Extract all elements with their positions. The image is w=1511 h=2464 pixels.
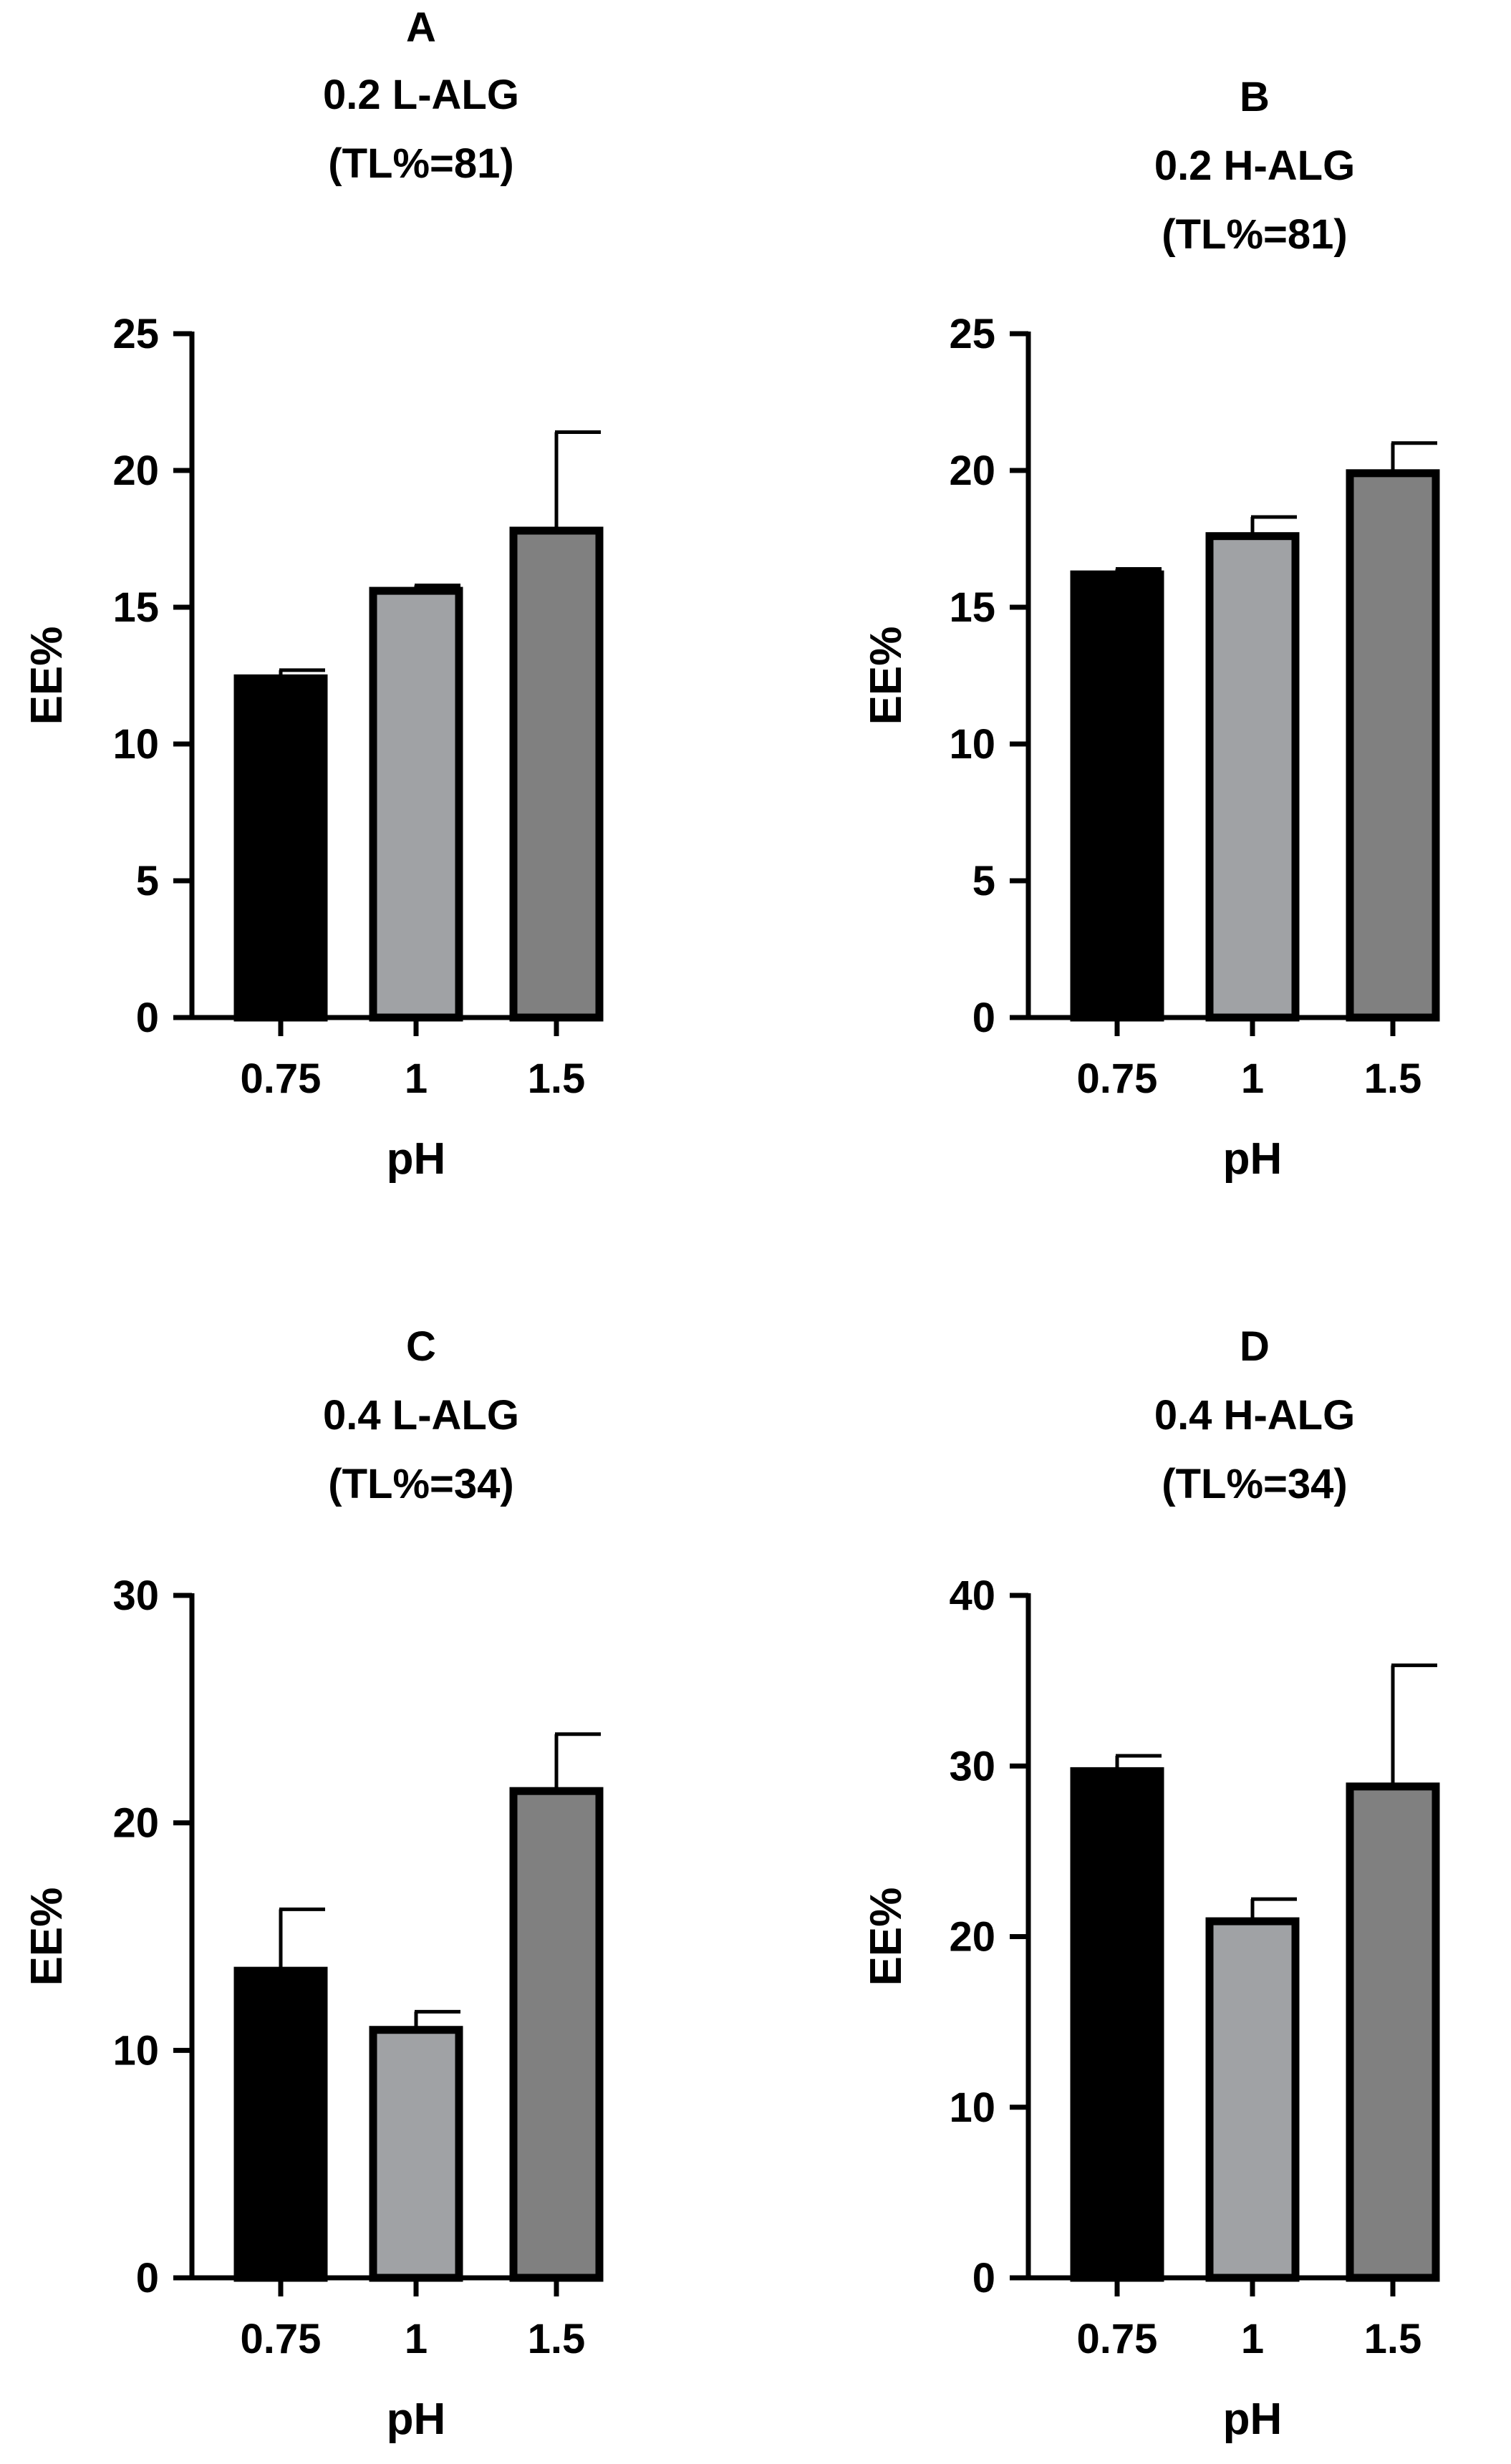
panel-a-x-tick-label: 0.75	[241, 1055, 322, 1102]
panel-c-x-axis-label: pH	[387, 2395, 446, 2444]
panel-d-bar-1_5	[1346, 1782, 1440, 2282]
panel-b-bar-1	[1205, 532, 1300, 1022]
panel-d-title-line: D	[1240, 1323, 1270, 1370]
panel-c-x-tick-label: 1.5	[528, 2316, 586, 2362]
panel-b-y-tick-label: 5	[972, 858, 995, 904]
panel-d-x-tick-label: 0.75	[1077, 2316, 1158, 2362]
panel-b-x-tick-label: 0.75	[1077, 1055, 1158, 1102]
panel-d-title-line: (TL%=34)	[1162, 1461, 1347, 1507]
panel-b-y-tick-label: 10	[949, 721, 995, 768]
panel-a-y-tick-label: 10	[112, 721, 159, 768]
panel-c-y-axis-label: EE%	[22, 1888, 72, 1986]
panel-a-y-tick-label: 0	[136, 995, 159, 1041]
panel-a-bar-0_75	[233, 674, 328, 1022]
panel-a-title-line: A	[406, 4, 436, 51]
panel-d: D 0.4 H-ALG (TL%=34) 0 10 20 30 40 0.75 1 1.5 pH EE%	[861, 1323, 1440, 2444]
panel-d-y-tick-label: 10	[949, 2084, 995, 2131]
panel-d-y-axis-label: EE%	[861, 1888, 911, 1986]
panel-d-bar-1	[1205, 1917, 1300, 2282]
panel-c: C 0.4 L-ALG (TL%=34) 0 10 20 30 0.75 1 1.5 pH EE%	[22, 1323, 604, 2444]
panel-b-title-line: B	[1240, 74, 1270, 120]
panel-c-y-tick-label: 10	[112, 2027, 159, 2074]
panel-d-x-tick-label: 1	[1241, 2316, 1264, 2362]
panel-a-x-tick-label: 1	[405, 1055, 428, 1102]
panel-d-y-tick-label: 40	[949, 1572, 995, 1619]
panel-c-title-line: 0.4 L-ALG	[323, 1392, 519, 1439]
panel-b-x-axis-label: pH	[1223, 1134, 1283, 1184]
panel-c-x-tick-label: 1	[405, 2316, 428, 2362]
panel-a-title-line: (TL%=81)	[328, 140, 513, 187]
panel-d-y-tick-label: 0	[972, 2255, 995, 2301]
panel-c-title-line: (TL%=34)	[328, 1461, 513, 1507]
panel-d-title-line: 0.4 H-ALG	[1154, 1392, 1355, 1439]
panel-a-title-line: 0.2 L-ALG	[323, 72, 519, 118]
panel-b-x-tick-label: 1	[1241, 1055, 1264, 1102]
panel-b-y-tick-label: 0	[972, 995, 995, 1041]
panel-b-x-tick-label: 1.5	[1364, 1055, 1422, 1102]
panel-c-y-tick-label: 0	[136, 2255, 159, 2301]
panel-a-bar-1_5	[509, 526, 604, 1022]
panel-b-title-line: (TL%=81)	[1162, 211, 1347, 258]
panel-c-x-tick-label: 0.75	[241, 2316, 322, 2362]
panel-a-y-tick-label: 15	[112, 584, 159, 631]
panel-d-y-tick-label: 30	[949, 1743, 995, 1789]
panel-a-y-axis-label: EE%	[22, 627, 72, 725]
panel-b-y-axis-label: EE%	[861, 627, 911, 725]
panel-c-bar-1	[369, 2026, 463, 2282]
panel-b-y-tick-label: 25	[949, 311, 995, 357]
panel-a-y-tick-label: 20	[112, 448, 159, 494]
panel-a-x-tick-label: 1.5	[528, 1055, 586, 1102]
panel-c-title-line: C	[406, 1323, 436, 1370]
panel-d-y-tick-label: 20	[949, 1914, 995, 1961]
panel-c-bar-1_5	[509, 1787, 604, 2282]
panel-a-x-axis-label: pH	[387, 1134, 446, 1184]
panel-b-y-tick-label: 15	[949, 584, 995, 631]
panel-a: A 0.2 L-ALG (TL%=81) 0 5 10 15 20 25 0.75 1 1.5 pH EE…	[22, 4, 604, 1184]
panel-c-bar-0_75	[233, 1966, 328, 2282]
panel-b: B 0.2 H-ALG (TL%=81) 0 5 10 15 20 25 0.75 1 1.5 pH EE…	[861, 74, 1440, 1184]
panel-c-y-tick-label: 30	[112, 1572, 159, 1619]
panel-b-title-line: 0.2 H-ALG	[1154, 142, 1355, 189]
panel-c-y-tick-label: 20	[112, 1800, 159, 1847]
panel-a-y-tick-label: 25	[112, 311, 159, 357]
panel-b-bar-0_75	[1070, 570, 1164, 1022]
panel-a-bar-1	[369, 586, 463, 1022]
panel-d-bar-0_75	[1070, 1767, 1164, 2282]
panel-b-bar-1_5	[1346, 469, 1440, 1022]
panel-d-x-tick-label: 1.5	[1364, 2316, 1422, 2362]
panel-d-x-axis-label: pH	[1223, 2395, 1283, 2444]
panel-b-y-tick-label: 20	[949, 448, 995, 494]
panel-a-y-tick-label: 5	[136, 858, 159, 904]
